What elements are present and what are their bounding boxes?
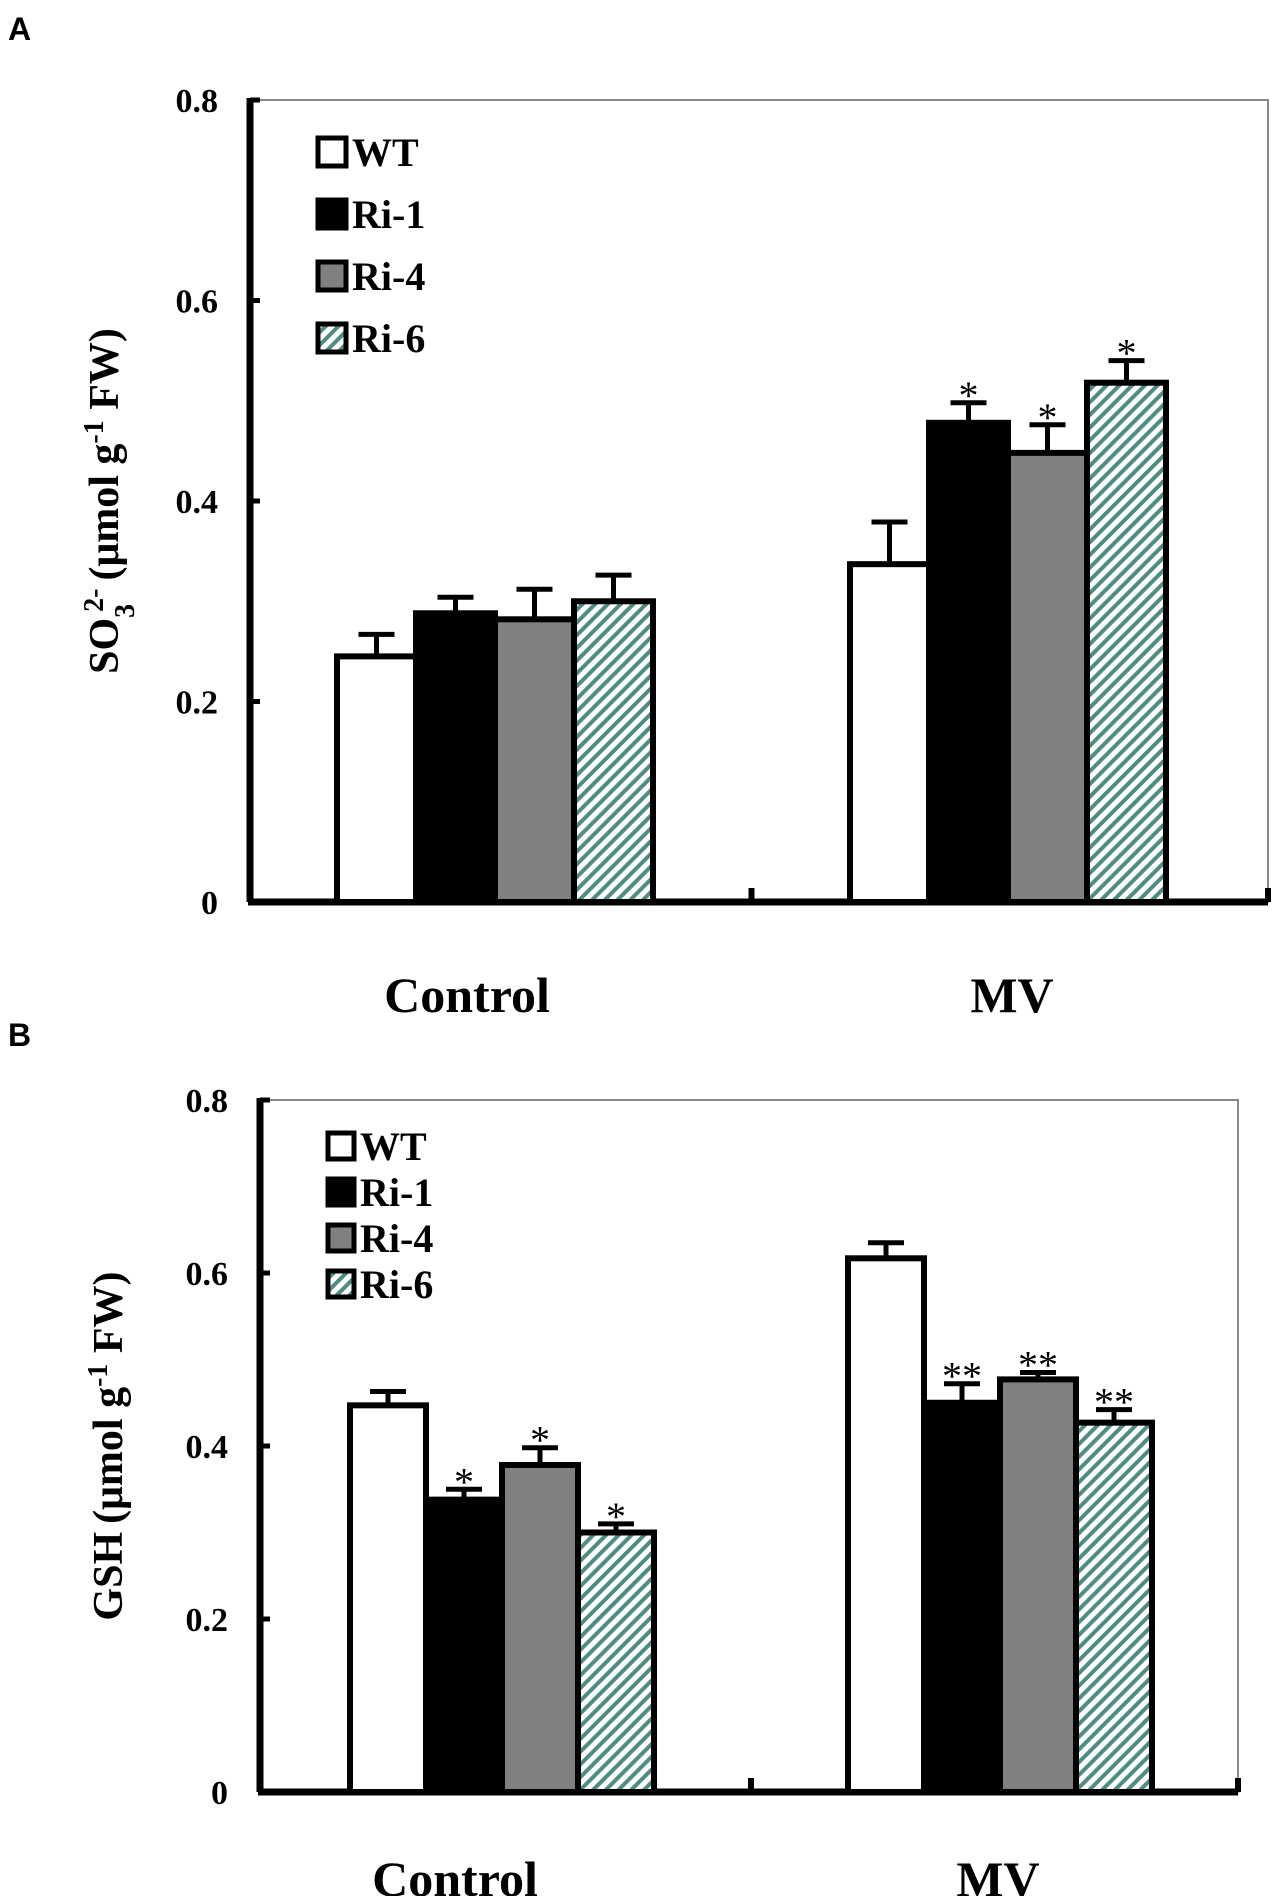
bar-wt-control (334, 653, 419, 906)
y-axis-label: SO32-(μmol g-1 FW) (79, 328, 141, 674)
bar-ri-1-control (413, 610, 498, 906)
legend-label: WT (360, 1124, 427, 1169)
legend-swatch-ri-1 (325, 1176, 357, 1208)
legend-swatch-ri-6 (315, 321, 349, 355)
panel-letter: A (8, 11, 31, 47)
legend-label: Ri-1 (360, 1170, 433, 1215)
bar-ri-1-mv (926, 419, 1011, 905)
bar-ri-4-control (492, 616, 577, 905)
bar-ri-4-control (499, 1462, 581, 1796)
bar-wt-control (347, 1402, 429, 1795)
bar-ri-6-control (571, 598, 656, 905)
y-tick-label: 0 (211, 1775, 228, 1812)
significance-marker: * (530, 1418, 550, 1463)
y-axis-label: GSH(μmol g-1 FW) (83, 1271, 133, 1620)
panel-a: A 0 0.2 0.4 0.6 0.8 Control * * * MV WT Ri-1 Ri-4 Ri-6… (8, 11, 1271, 1023)
legend-swatch-wt (315, 135, 349, 169)
significance-marker: * (1038, 395, 1058, 440)
legend-swatch-ri-6 (325, 1268, 357, 1300)
significance-marker: * (454, 1459, 474, 1504)
y-tick-label: 0.6 (176, 284, 219, 321)
significance-marker: * (1117, 331, 1137, 376)
y-tick-label: 0.6 (186, 1256, 229, 1293)
significance-marker: ** (1018, 1342, 1058, 1387)
legend-swatch-wt (325, 1130, 357, 1162)
significance-marker: * (959, 373, 979, 418)
y-tick-label: 0.4 (186, 1429, 229, 1466)
panel-b: B00.20.40.60.8***Control** ****MVWTRi-1Ri… (8, 1017, 1241, 1896)
significance-marker: ** (1094, 1380, 1134, 1425)
y-tick-label: 0.2 (186, 1602, 229, 1639)
bar-wt-mv (845, 1255, 927, 1796)
bar-wt-mv (847, 561, 932, 905)
bar-ri-4-mv (997, 1376, 1079, 1796)
legend-swatch-ri-4 (315, 259, 349, 293)
bar-ri-6-control (575, 1529, 657, 1795)
significance-marker: ** (942, 1354, 982, 1399)
category-label: Control (372, 1851, 538, 1896)
bar-ri-6-mv (1073, 1419, 1155, 1796)
category-label: MV (956, 1851, 1039, 1896)
panel-letter: B (8, 1017, 31, 1053)
y-tick-label: 0.8 (186, 1083, 229, 1120)
legend-label: Ri-6 (352, 316, 425, 361)
legend-label: Ri-4 (360, 1216, 433, 1261)
bar-ri-6-mv (1084, 379, 1169, 905)
y-tick-label: 0.4 (176, 484, 219, 521)
legend-label: WT (352, 130, 419, 175)
y-tick-label: 0.8 (176, 83, 219, 120)
bar-ri-4-mv (1005, 449, 1090, 905)
legend-label: Ri-4 (352, 254, 425, 299)
category-label: MV (970, 967, 1053, 1023)
significance-marker: * (606, 1494, 626, 1539)
legend-swatch-ri-4 (325, 1222, 357, 1254)
y-tick-label: 0 (201, 885, 218, 922)
y-tick-label: 0.2 (176, 685, 219, 722)
legend-swatch-ri-1 (315, 197, 349, 231)
legend-label: Ri-6 (360, 1262, 433, 1307)
legend-label: Ri-1 (352, 192, 425, 237)
bar-ri-1-control (423, 1496, 505, 1795)
category-label: Control (384, 967, 550, 1023)
bar-ri-1-mv (921, 1399, 1003, 1795)
